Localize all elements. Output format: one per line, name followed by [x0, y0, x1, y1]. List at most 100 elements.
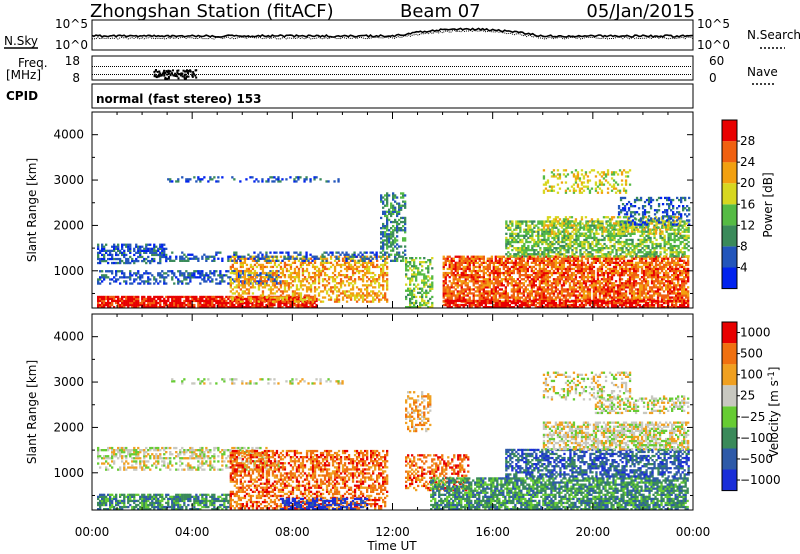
range-gate-cell	[456, 263, 459, 267]
range-gate-cell	[382, 253, 385, 256]
range-gate-cell	[137, 259, 140, 263]
range-gate-cell	[616, 274, 620, 277]
range-gate-cell	[251, 301, 254, 305]
range-gate-cell	[574, 259, 578, 262]
range-gate-cell	[233, 270, 236, 273]
range-gate-cell	[411, 306, 414, 309]
range-gate-cell	[638, 265, 642, 269]
range-gate-cell	[524, 265, 527, 269]
range-gate-cell	[588, 290, 592, 293]
nave-point	[92, 66, 93, 67]
range-gate-cell	[610, 296, 614, 299]
range-gate-cell	[411, 279, 414, 282]
range-gate-cell	[510, 261, 513, 264]
range-gate-cell	[546, 263, 550, 267]
nave-point	[254, 66, 255, 67]
noise-panel: N.Sky 10^5 10^0 10^5 10^0 N.Search	[4, 17, 800, 52]
range-gate-cell	[363, 255, 366, 258]
range-gate-cell	[568, 276, 572, 279]
range-gate-cell	[634, 267, 638, 271]
range-gate-cell	[183, 272, 186, 275]
range-gate-cell	[558, 292, 562, 295]
range-gate-cell	[472, 274, 475, 277]
range-gate-cell	[427, 299, 430, 303]
frequency-point	[108, 74, 109, 75]
nave-point	[194, 66, 195, 67]
frequency-scatter-point	[164, 77, 167, 80]
range-gate-cell	[419, 257, 422, 260]
range-gate-cell	[321, 263, 325, 267]
nave-point	[528, 66, 529, 67]
frequency-point	[442, 74, 443, 75]
nave-point	[564, 66, 565, 67]
range-gate-cell	[506, 274, 509, 277]
range-gate-cell	[211, 297, 214, 301]
range-gate-cell	[335, 257, 338, 260]
range-gate-cell	[512, 265, 515, 269]
nave-point	[462, 66, 463, 67]
range-gate-cell	[612, 286, 616, 289]
range-gate-cell	[405, 265, 408, 268]
range-gate-cell	[199, 299, 202, 303]
range-gate-cell	[133, 278, 136, 281]
range-gate-cell	[372, 296, 375, 299]
range-gate-cell	[494, 288, 497, 291]
nave-point	[368, 66, 369, 67]
frequency-trace	[92, 66, 691, 80]
range-gate-cell	[307, 276, 311, 279]
range-gate-cell	[341, 282, 345, 285]
range-gate-cell	[97, 301, 100, 305]
range-gate-cell	[249, 257, 253, 260]
range-gate-cell	[295, 303, 298, 307]
range-gate-cell	[638, 278, 642, 281]
range-gate-cell	[323, 278, 327, 281]
range-gate-cell	[271, 296, 275, 299]
range-gate-cell	[375, 255, 378, 258]
range-gate-cell	[620, 284, 624, 287]
nave-point	[448, 66, 449, 67]
range-gate-cell	[197, 272, 200, 275]
range-gate-cell	[421, 281, 424, 284]
range-gate-cell	[528, 284, 531, 287]
range-gate-cell	[193, 299, 196, 303]
range-gate-cell	[343, 257, 347, 260]
range-gate-cell	[504, 298, 507, 301]
range-gate-cell	[512, 286, 515, 289]
frequency-point	[290, 74, 291, 75]
frequency-point	[666, 74, 667, 75]
range-gate-cell	[249, 269, 253, 273]
frequency-point	[438, 74, 439, 75]
range-gate-cell	[141, 245, 144, 248]
frequency-point	[536, 74, 537, 75]
range-gate-cell	[456, 278, 459, 281]
range-gate-cell	[179, 259, 182, 262]
frequency-point	[530, 74, 531, 75]
range-gate-cell	[279, 276, 283, 279]
nave-point	[192, 66, 193, 67]
frequency-point	[448, 74, 449, 75]
range-gate-cell	[496, 267, 499, 271]
frequency-point	[546, 74, 547, 75]
range-gate-cell	[133, 301, 136, 305]
nave-point	[562, 66, 563, 67]
range-gate-cell	[586, 292, 590, 295]
range-gate-cell	[552, 292, 556, 295]
range-gate-cell	[409, 277, 412, 280]
range-gate-cell	[207, 274, 210, 277]
range-gate-cell	[409, 293, 412, 296]
nave-point	[540, 66, 541, 67]
frequency-point	[640, 74, 641, 75]
range-gate-cell	[564, 280, 568, 283]
range-gate-cell	[540, 278, 543, 281]
frequency-point	[466, 74, 467, 75]
range-gate-cell	[538, 300, 541, 303]
range-gate-cell	[135, 301, 138, 305]
range-gate-cell	[586, 290, 590, 293]
range-gate-cell	[335, 282, 339, 285]
range-gate-cell	[119, 251, 122, 254]
range-gate-cell	[602, 271, 606, 275]
frequency-scatter-point	[164, 76, 167, 79]
range-gate-cell	[382, 196, 385, 199]
range-gate-cell	[275, 296, 279, 299]
range-gate-cell	[624, 263, 628, 267]
